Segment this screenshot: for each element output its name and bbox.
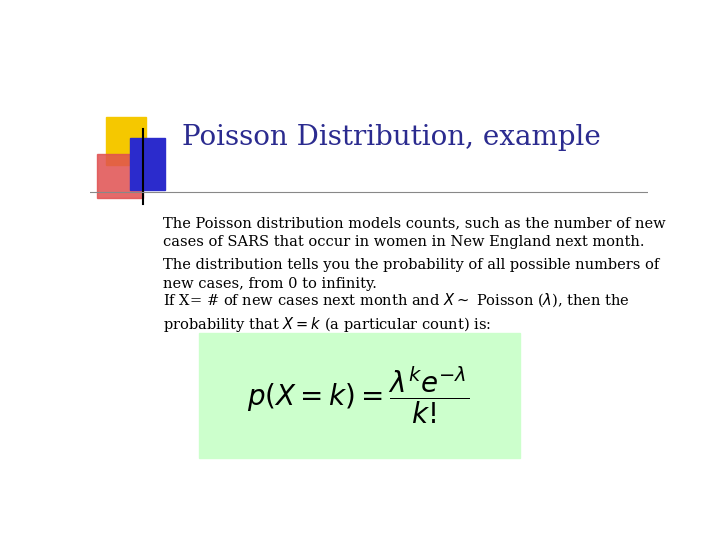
Text: If X= # of new cases next month and $X\sim$ Poisson ($\lambda$), then the
probab: If X= # of new cases next month and $X\s… xyxy=(163,292,629,334)
Bar xyxy=(130,138,165,190)
Text: The Poisson distribution models counts, such as the number of new
cases of SARS : The Poisson distribution models counts, … xyxy=(163,217,665,249)
Bar xyxy=(97,154,143,198)
FancyBboxPatch shape xyxy=(199,333,520,458)
Text: The distribution tells you the probability of all possible numbers of
new cases,: The distribution tells you the probabili… xyxy=(163,258,659,291)
Text: Poisson Distribution, example: Poisson Distribution, example xyxy=(182,124,600,151)
Bar xyxy=(106,117,145,165)
Text: $p(X = k) = \dfrac{\lambda^k e^{-\lambda}}{k!}$: $p(X = k) = \dfrac{\lambda^k e^{-\lambda… xyxy=(247,364,469,426)
